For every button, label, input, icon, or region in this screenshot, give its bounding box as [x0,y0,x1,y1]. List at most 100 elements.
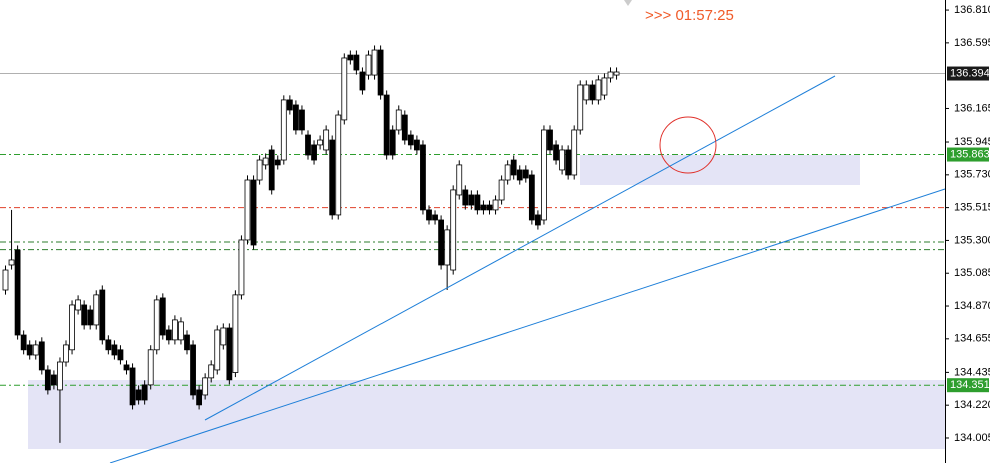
candle-body [214,329,221,371]
y-tick-label: 134.005 [954,432,990,444]
candle-body [444,229,451,266]
candle-body [93,294,100,326]
candle-body [365,54,372,76]
y-tick-label: 136.595 [954,37,990,49]
candle-body [420,144,426,211]
y-tick-label: 136.165 [954,102,990,114]
candle-body [528,174,535,221]
candle-body [81,304,88,326]
y-tick-label: 135.515 [954,202,990,214]
candle-body [305,134,311,156]
candle-body [20,334,27,351]
candle-body [589,84,596,101]
candle-body [486,204,493,211]
candle-body [159,297,166,336]
y-tick-label: 135.730 [954,169,990,181]
candle-body [347,54,354,61]
candle-body [8,259,15,266]
candle-body [432,214,438,221]
candle-body [547,129,553,151]
marker [624,0,632,6]
candle-body [69,304,75,351]
candle-body [268,149,275,191]
candle-body [190,344,196,396]
candle-body [407,134,414,146]
level-label-box [947,378,989,393]
level-label: 135.863 [950,148,990,160]
candle-body [613,71,620,76]
candle-body [226,327,233,381]
candle-body [353,54,360,71]
candle-body [462,189,469,206]
candle-body [129,367,136,406]
candle-body [165,329,172,341]
candle-body [38,341,45,371]
support-zone [28,380,945,449]
candle-body [44,369,51,391]
candle-body [522,169,529,179]
candle-body [280,99,287,161]
y-tick-label: 134.435 [954,366,990,378]
candle-body [323,129,330,151]
y-tick-label: 134.655 [954,333,990,345]
candle-body [32,344,39,356]
candle-body [292,104,299,131]
candle-body [317,139,324,146]
candle-body [468,194,475,206]
y-tick-label: 134.870 [954,300,990,312]
trend-line [109,188,946,463]
candle-body [480,204,487,211]
candle-body [184,334,190,351]
zones [28,155,945,449]
candle-body [456,164,463,196]
candle-body [220,327,227,346]
candle-body [147,349,154,386]
trend-line [204,75,836,421]
candle-body [117,349,124,361]
y-tick-label: 135.945 [954,136,990,148]
candle-body [383,94,390,156]
countdown-timer: >>> 01:57:25 [645,7,734,24]
candle-body [311,144,317,161]
candle-body [329,139,336,216]
candle-body [335,114,342,216]
y-tick-label: 135.085 [954,267,990,279]
candles [2,45,620,443]
candle-body [299,109,305,131]
candle-body [171,319,178,341]
y-tick-label: 135.300 [954,234,990,246]
candle-body [208,364,215,379]
candle-body [498,179,505,201]
candle-body [111,344,118,356]
levels [0,73,945,386]
candle-body [565,149,572,176]
candle-body [389,129,396,156]
candle-body [57,361,63,391]
candle-body [244,179,251,241]
candle-body [105,339,112,351]
candle-body [75,299,81,311]
candle-body [401,114,408,141]
y-tick-label: 136.810 [954,4,990,16]
candle-body [26,344,33,356]
candle-body [153,299,160,351]
candle-body [577,84,584,131]
candle-body [516,169,523,181]
candle-body [541,129,547,221]
candle-body [87,309,94,326]
y-tick-label: 134.220 [954,399,990,411]
candle-body [238,239,245,296]
candle-body [504,164,511,181]
candle-body [196,389,203,406]
highlight-circle [659,116,717,174]
candle-body [607,71,614,79]
level-label: 134.351 [950,379,990,391]
candle-body [583,84,590,101]
candle-body [135,389,142,401]
candle-body [492,199,499,211]
candle-body [559,149,565,171]
candle-body [178,321,184,341]
candle-body [413,139,420,151]
resistance-zone [580,155,860,185]
